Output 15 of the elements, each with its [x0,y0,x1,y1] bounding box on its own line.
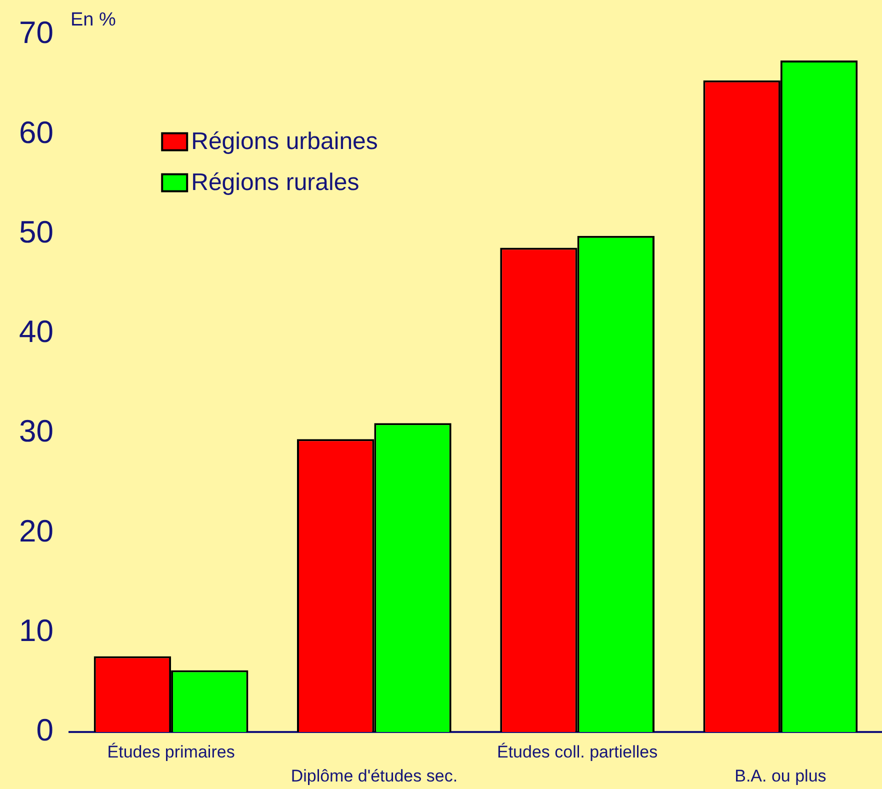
y-axis-title: En % [70,10,116,31]
y-tick-label: 50 [18,214,54,250]
y-tick-label: 0 [36,712,54,748]
y-tick-label: 70 [18,15,54,50]
legend-label: Régions urbaines [191,128,378,155]
x-tick-label: B.A. ou plus [734,766,826,786]
legend-label: Régions rurales [191,168,360,196]
y-tick-label: 60 [18,114,54,150]
y-tick-label: 40 [18,314,54,350]
x-tick-label: Diplôme d'études sec. [290,766,458,786]
y-tick-label: 30 [18,414,54,449]
y-tick-label: 20 [18,513,54,548]
x-tick-label: Études primaires [107,742,235,762]
x-tick-label: Études coll. partielles [496,742,658,762]
y-tick-label: 10 [18,612,54,648]
